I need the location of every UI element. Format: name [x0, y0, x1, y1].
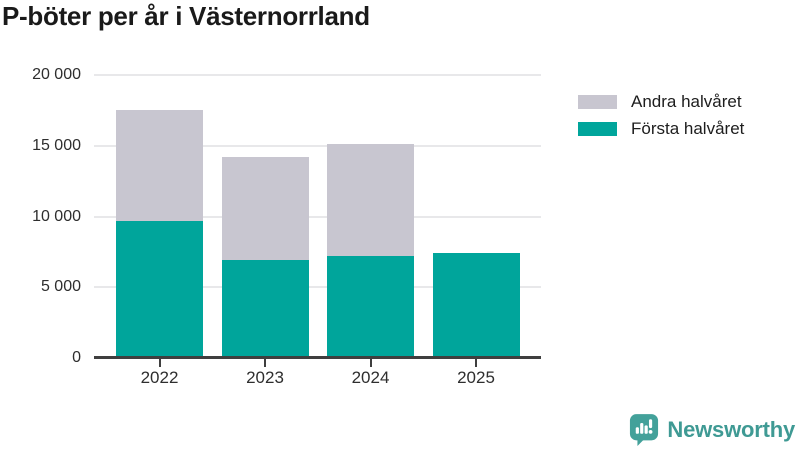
gridline	[94, 215, 541, 218]
legend-label: Första halvåret	[631, 119, 745, 138]
bar-segment-2022-första-halvåret	[116, 220, 203, 358]
x-tick-label-2024: 2024	[351, 368, 390, 387]
legend-swatch	[578, 95, 617, 109]
legend-label: Andra halvåret	[631, 92, 742, 111]
chart-title: P-böter per år i Västernorrland	[2, 1, 370, 31]
bar-segment-2022-andra-halvåret	[116, 110, 203, 221]
bar-segment-2024-andra-halvåret	[327, 144, 414, 257]
plot-area	[94, 74, 541, 358]
x-tick	[158, 359, 161, 367]
y-tick-label: 15 000	[32, 136, 81, 154]
y-tick-label: 0	[72, 349, 81, 366]
x-tick-label-2025: 2025	[457, 368, 495, 387]
x-tick-label-2022: 2022	[140, 368, 179, 387]
legend-swatch	[578, 122, 617, 136]
legend-item: Andra halvåret	[578, 92, 744, 111]
newsworthy-icon	[630, 414, 659, 446]
x-tick-label-2023: 2023	[246, 368, 284, 387]
gridline	[94, 144, 541, 147]
bar-segment-2023-första-halvåret	[221, 260, 309, 358]
gridline	[94, 74, 541, 76]
bar-segment-2024-första-halvåret	[327, 256, 414, 358]
x-axis-line	[94, 356, 541, 359]
y-tick-label: 5 000	[40, 278, 81, 296]
legend-item: Första halvåret	[578, 119, 745, 138]
gridline	[94, 286, 541, 289]
brand-name: Newsworthy	[667, 417, 795, 442]
legend: Andra halvåret Första halvåret	[578, 92, 745, 149]
x-tick	[475, 359, 477, 367]
x-tick	[264, 359, 266, 367]
y-tick-label: 10 000	[32, 207, 81, 225]
y-tick-label: 20 000	[32, 66, 81, 83]
brand-logo[interactable]: Newsworthy	[629, 413, 795, 447]
bar-segment-2025-första-halvåret	[432, 253, 520, 358]
bar-segment-2023-andra-halvåret	[221, 157, 309, 261]
x-tick	[369, 359, 372, 367]
